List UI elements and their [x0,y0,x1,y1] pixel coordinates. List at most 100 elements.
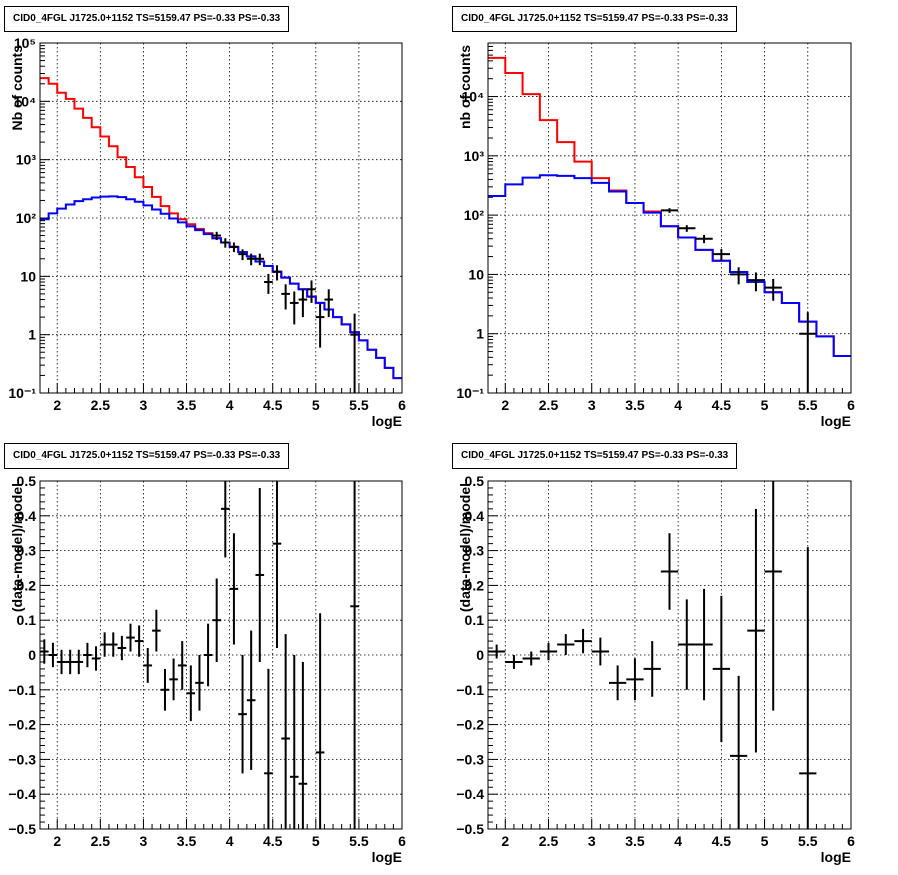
data-point [764,481,782,711]
data-point [730,675,748,829]
panel-title-bottom-right: CID0_4FGL J1725.0+1152 TS=5159.47 PS=-0.… [452,443,738,469]
data-point [221,481,230,558]
data-point [238,655,247,774]
x-tick-label: 5.5 [798,833,818,849]
data-point [591,637,609,666]
y-tick-label: 10² [464,207,485,223]
y-tick-label: 0 [28,647,36,663]
y-tick-label: 0.1 [465,612,485,628]
data-point [505,655,523,669]
x-axis-title: logE [372,413,402,429]
data-point [678,225,696,232]
data-point [212,231,221,240]
panel-title-top-left: CID0_4FGL J1725.0+1152 TS=5159.47 PS=-0.… [4,6,290,32]
data-point [91,646,101,671]
panel-3: 2 2.5 3 3.5 4 4.5 5 5.5 6 −0.5 −0.4 −0.3 −0.2 −0.1 0 0.… [456,473,855,865]
y-tick-label: 10⁻¹ [456,385,484,401]
x-tick-label: 5 [312,397,320,413]
x-tick-label: 3 [140,397,148,413]
y-tick-label: 10⁴ [14,93,37,109]
y-tick-label: 10³ [16,152,37,168]
data-point [177,641,187,690]
data-point [126,623,135,652]
data-point [539,642,558,661]
data-point [169,658,178,701]
x-tick-label: 4.5 [263,397,283,413]
x-axis-title: logE [372,849,402,865]
data-point [350,313,359,393]
panel-2: 2 2.5 3 3.5 4 4.5 5 5.5 6 −0.5 −0.4 −0.3 −0.2 −0.1 0 0.… [8,473,406,865]
panel-title-top-right: CID0_4FGL J1725.0+1152 TS=5159.47 PS=-0.… [452,6,738,32]
x-tick-label: 3 [588,833,596,849]
x-tick-label: 3.5 [177,833,197,849]
data-point [272,481,282,649]
y-ticks [40,480,50,830]
data-point [281,284,290,310]
y-tick-label: −0.5 [456,821,484,837]
data-point [229,533,239,645]
data-point [246,630,256,770]
y-tick-label: 10 [468,266,484,282]
data-point [557,634,575,655]
plot-area [40,77,402,393]
data-point [695,588,713,701]
series-step-1 [488,174,851,358]
y-tick-label: 0 [476,647,484,663]
x-tick-label: 4.5 [263,833,283,849]
y-tick-label: 0.3 [17,543,37,559]
data-point [764,278,782,301]
x-ticks [487,383,852,393]
data-point [229,242,239,253]
y-tick-label: −0.1 [456,682,484,698]
x-tick-label: 5.5 [349,397,369,413]
x-tick-label: 2 [501,833,509,849]
y-tick-label: 1 [476,326,484,342]
data-point [40,639,49,664]
data-point [712,595,730,742]
x-tick-label: 5.5 [349,833,369,849]
data-point [298,289,308,318]
y-tick-label: −0.4 [8,786,36,802]
x-tick-label: 5.5 [798,397,818,413]
grid [40,481,402,829]
data-point [660,208,679,213]
data-point [315,303,325,348]
y-tick-label: 10³ [464,148,485,164]
x-tick-label: 3.5 [625,833,645,849]
y-axis-title: Nb of counts [9,45,25,131]
x-tick-label: 6 [398,397,406,413]
data-point [57,649,66,675]
y-tick-label: −0.4 [456,786,484,802]
y-tick-label: 0.5 [17,473,37,489]
x-tick-label: 4.5 [712,833,732,849]
data-point [315,613,325,829]
x-ticks [39,383,403,393]
data-point [695,234,713,244]
data-point [289,655,299,829]
y-tick-label: 0.1 [17,612,37,628]
x-tick-label: 2.5 [539,833,559,849]
y-tick-label: −0.2 [8,717,36,733]
data-point [730,267,748,285]
panel-title-bottom-left: CID0_4FGL J1725.0+1152 TS=5159.47 PS=-0.… [4,443,290,469]
y-tick-label: 0.3 [465,543,485,559]
plot-frame [487,42,852,394]
data-point [522,651,540,666]
y-tick-label: 0.4 [465,508,485,524]
x-tick-label: 4 [226,397,234,413]
data-point [65,649,75,675]
y-tick-label: −0.2 [456,717,484,733]
x-axis-title: logE [821,413,851,429]
y-axis-title: (data-model)/model [457,483,473,612]
data-point [298,661,308,829]
data-point [203,623,213,687]
x-tick-label: 3 [140,833,148,849]
data-point [747,508,765,753]
x-tick-label: 5 [312,833,320,849]
data-point [799,312,817,393]
data-point [100,632,109,657]
x-tick-label: 4 [674,833,682,849]
y-ticks [40,42,50,394]
data-point [255,253,265,266]
